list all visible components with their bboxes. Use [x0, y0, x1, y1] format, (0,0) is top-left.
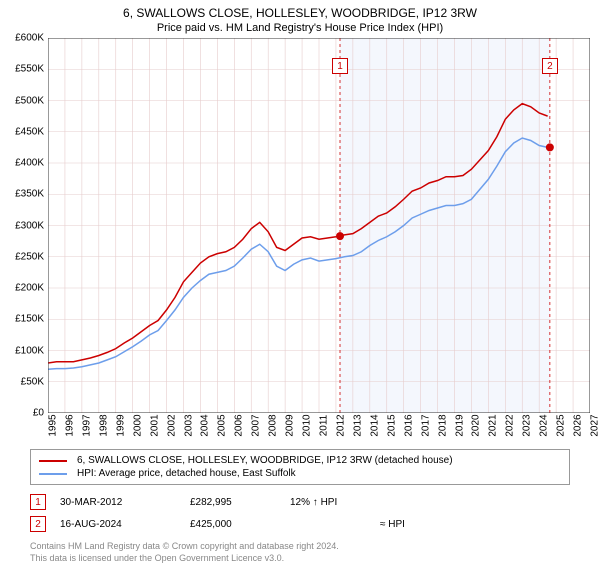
x-axis-labels: 1995199619971998199920002001200220032004… [48, 413, 590, 445]
y-tick-label: £600K [15, 33, 44, 44]
sale-marker-2: 2 [30, 516, 46, 532]
legend-swatch-property [39, 460, 67, 462]
legend-item-property: 6, SWALLOWS CLOSE, HOLLESLEY, WOODBRIDGE… [39, 454, 561, 467]
y-tick-label: £150K [15, 314, 44, 325]
y-tick-label: £100K [15, 345, 44, 356]
y-tick-label: £400K [15, 158, 44, 169]
footer: Contains HM Land Registry data © Crown c… [30, 541, 570, 564]
sale-pct-1: 12% ↑ HPI [290, 497, 380, 508]
footer-line-2: This data is licensed under the Open Gov… [30, 553, 570, 564]
legend-item-hpi: HPI: Average price, detached house, East… [39, 467, 561, 480]
x-tick-label: 2027 [580, 414, 600, 436]
legend-label-property: 6, SWALLOWS CLOSE, HOLLESLEY, WOODBRIDGE… [77, 455, 453, 466]
legend-swatch-hpi [39, 473, 67, 475]
y-tick-label: £450K [15, 126, 44, 137]
chart-marker: 1 [332, 58, 348, 74]
footer-line-1: Contains HM Land Registry data © Crown c… [30, 541, 570, 553]
chart-area: £0£50K£100K£150K£200K£250K£300K£350K£400… [48, 38, 590, 413]
y-tick-label: £250K [15, 251, 44, 262]
chart-subtitle: Price paid vs. HM Land Registry's House … [0, 20, 600, 38]
sale-row-2: 2 16-AUG-2024 £425,000 ≈ HPI [30, 513, 570, 535]
y-tick-label: £350K [15, 189, 44, 200]
sale-row-1: 1 30-MAR-2012 £282,995 12% ↑ HPI [30, 491, 570, 513]
sale-date-1: 30-MAR-2012 [60, 497, 190, 508]
y-tick-label: £50K [21, 376, 44, 387]
y-tick-label: £200K [15, 283, 44, 294]
y-tick-label: £500K [15, 95, 44, 106]
chart-svg [48, 38, 590, 413]
sales-block: 1 30-MAR-2012 £282,995 12% ↑ HPI 2 16-AU… [30, 491, 570, 535]
sale-note-2: ≈ HPI [380, 519, 405, 530]
sale-marker-1: 1 [30, 494, 46, 510]
chart-title: 6, SWALLOWS CLOSE, HOLLESLEY, WOODBRIDGE… [0, 0, 600, 20]
sale-date-2: 16-AUG-2024 [60, 519, 190, 530]
y-tick-label: £550K [15, 64, 44, 75]
legend-label-hpi: HPI: Average price, detached house, East… [77, 468, 296, 479]
y-tick-label: £300K [15, 220, 44, 231]
legend: 6, SWALLOWS CLOSE, HOLLESLEY, WOODBRIDGE… [30, 449, 570, 485]
sale-price-2: £425,000 [190, 519, 290, 530]
sale-price-1: £282,995 [190, 497, 290, 508]
chart-marker: 2 [542, 58, 558, 74]
chart-container: 6, SWALLOWS CLOSE, HOLLESLEY, WOODBRIDGE… [0, 0, 600, 560]
